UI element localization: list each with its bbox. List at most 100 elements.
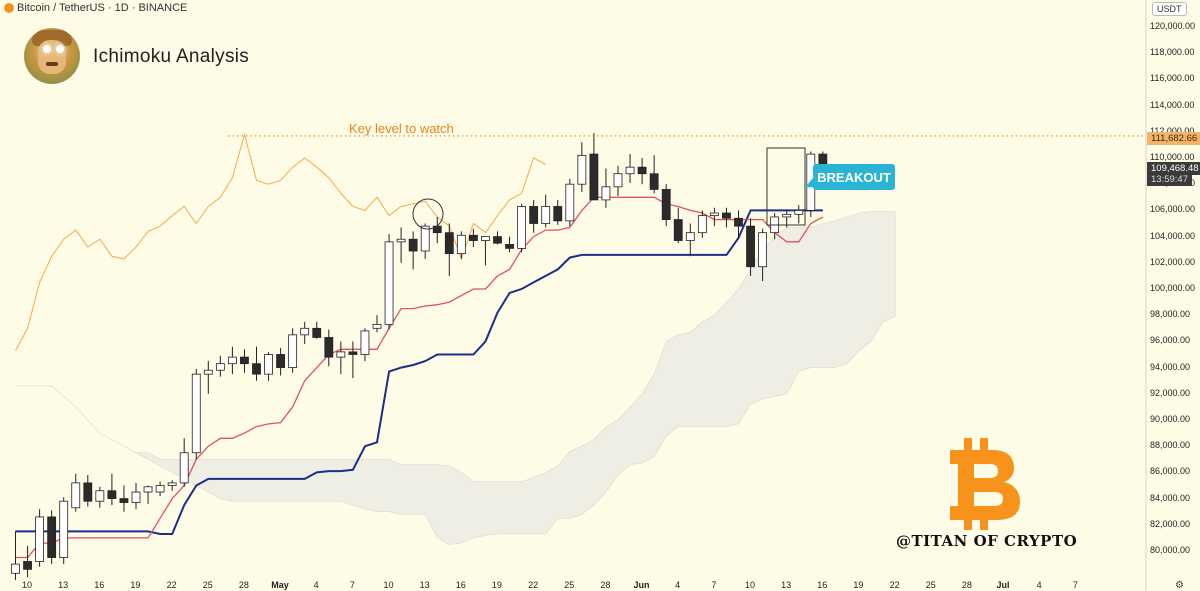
chikou-span-line <box>15 132 546 351</box>
x-tick-label: Jun <box>633 580 650 590</box>
kijun-sen-line <box>15 209 823 535</box>
x-tick-label: 22 <box>166 580 177 590</box>
bull-candle <box>71 482 81 509</box>
bull-candle <box>372 323 382 329</box>
x-tick-label: 10 <box>21 580 33 590</box>
bull-candle <box>11 563 20 574</box>
x-tick-label: May <box>271 580 289 590</box>
y-tick-label: 106,000.00 <box>1150 204 1196 215</box>
x-tick-label: 22 <box>528 580 539 590</box>
y-tick-label: 86,000.00 <box>1150 466 1191 477</box>
settings-gear-icon[interactable]: ⚙ <box>1175 580 1184 591</box>
bull-candle <box>143 486 153 493</box>
y-tick-label: 92,000.00 <box>1150 387 1191 398</box>
bull-candle <box>264 354 273 375</box>
x-tick-label: 25 <box>925 580 936 590</box>
x-tick-label: 4 <box>675 580 681 590</box>
bull-candle <box>167 482 177 486</box>
bull-candle <box>95 490 105 502</box>
breakout-label: BREAKOUT <box>813 164 895 190</box>
symbol-header[interactable]: Bitcoin / TetherUS · 1D · BINANCE <box>4 2 187 14</box>
bull-candle <box>300 327 310 336</box>
bear-candle <box>649 173 659 190</box>
bear-candle <box>734 217 743 227</box>
bear-candle <box>589 153 599 201</box>
bear-candle <box>722 212 731 219</box>
bull-candle <box>59 500 69 558</box>
x-tick-label: 16 <box>455 580 466 590</box>
bull-candle <box>697 215 707 234</box>
current-price-tag: 109,468.48 <box>1147 162 1200 175</box>
bull-candle <box>215 363 225 371</box>
bull-candle <box>541 206 551 224</box>
bull-candle <box>685 232 695 241</box>
key-level-price-tag: 111,682.66 <box>1147 132 1200 145</box>
countdown-tag: 13:59:47 <box>1147 173 1192 186</box>
x-tick-label: 25 <box>202 580 213 590</box>
bear-candle <box>119 498 129 503</box>
x-tick-label: 13 <box>419 580 430 590</box>
bull-candle <box>577 154 587 185</box>
chart-annotations <box>228 135 1146 230</box>
ichimoku-cloud <box>15 211 896 545</box>
axis-unit-selector[interactable]: USDT <box>1152 2 1187 16</box>
x-tick-label: 10 <box>744 580 756 590</box>
bear-candle <box>746 225 755 268</box>
bull-candle <box>35 516 44 562</box>
y-tick-label: 88,000.00 <box>1150 440 1191 451</box>
bear-candle <box>107 490 117 499</box>
bear-candle <box>673 219 683 241</box>
y-tick-label: 104,000.00 <box>1150 230 1196 241</box>
x-tick-label: 4 <box>313 580 319 590</box>
x-tick-label: 4 <box>1036 580 1042 590</box>
bull-candle <box>565 183 575 222</box>
y-tick-label: 110,000.00 <box>1150 152 1195 162</box>
bear-candle <box>661 189 671 220</box>
bull-candle <box>794 209 804 215</box>
bull-candle <box>288 334 298 369</box>
bear-candle <box>240 356 249 365</box>
watermark: @TITAN OF CRYPTO <box>896 532 1078 550</box>
y-tick-label: 112,000.00 <box>1150 125 1195 136</box>
y-tick-label: 114,000.00 <box>1150 99 1195 110</box>
bear-candle <box>47 516 57 558</box>
x-tick-label: 16 <box>94 580 105 590</box>
x-tick-label: 19 <box>130 580 141 590</box>
bear-candle <box>23 561 32 570</box>
bull-candle <box>384 241 394 325</box>
symbol-label: Bitcoin / TetherUS · 1D · BINANCE <box>17 2 188 14</box>
bear-candle <box>493 236 502 244</box>
analysis-title: Ichimoku Analysis <box>93 46 250 67</box>
bear-candle <box>252 363 261 375</box>
bull-candle <box>601 186 611 201</box>
y-tick-label: 120,000.00 <box>1150 21 1196 31</box>
bull-candle <box>203 369 213 375</box>
bull-candle <box>155 485 165 493</box>
bull-candle <box>456 234 466 255</box>
bear-candle <box>529 206 539 224</box>
bull-candle <box>710 212 719 217</box>
highlight-circle <box>412 198 444 230</box>
y-tick-label: 100,000.00 <box>1150 283 1196 293</box>
x-tick-label: 7 <box>349 580 355 590</box>
avatar <box>24 28 80 84</box>
kumo-cloud <box>15 211 896 545</box>
candlesticks <box>11 133 828 580</box>
x-tick-label: 7 <box>1072 580 1078 590</box>
y-tick-label: 82,000.00 <box>1150 518 1191 529</box>
bear-candle <box>83 482 93 502</box>
x-tick-label: 16 <box>817 580 828 590</box>
bull-candle <box>360 330 370 355</box>
y-tick-label: 118,000.00 <box>1150 47 1195 58</box>
x-tick-label: 13 <box>58 580 69 590</box>
bear-candle <box>408 238 418 252</box>
bear-candle <box>468 234 478 241</box>
x-tick-label: 13 <box>781 580 792 590</box>
y-tick-label: 84,000.00 <box>1150 492 1191 503</box>
y-tick-label: 80,000.00 <box>1150 545 1191 555</box>
bull-candle <box>396 238 406 243</box>
bear-candle <box>637 166 647 175</box>
x-tick-label: 28 <box>961 580 972 590</box>
bull-candle <box>517 206 526 249</box>
